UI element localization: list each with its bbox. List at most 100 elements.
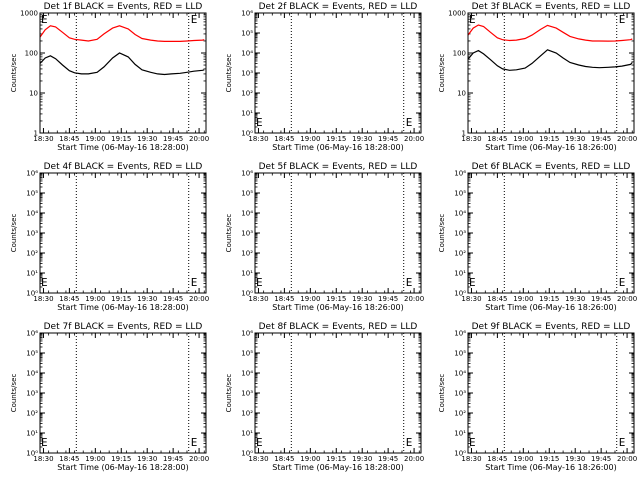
y-tick-label: 10³ bbox=[26, 230, 38, 238]
chart-title: Det 6f BLACK = Events, RED = LLD bbox=[472, 162, 631, 172]
event-marker: E bbox=[191, 13, 198, 26]
x-tick-label: 19:15 bbox=[539, 135, 559, 143]
x-tick-label: 18:30 bbox=[461, 135, 481, 143]
x-tick-label: 19:00 bbox=[513, 295, 533, 303]
x-tick-label: 18:45 bbox=[59, 135, 79, 143]
plot-frame bbox=[39, 332, 207, 454]
chart-title: Det 2f BLACK = Events, RED = LLD bbox=[259, 2, 418, 12]
x-tick-label: 19:00 bbox=[300, 295, 320, 303]
x-tick-label: 18:45 bbox=[59, 295, 79, 303]
x-tick-label: 19:15 bbox=[539, 455, 559, 463]
x-tick-label: 20:00 bbox=[617, 135, 637, 143]
y-axis-label: Counts/sec bbox=[10, 214, 18, 253]
plot-frame bbox=[254, 332, 422, 454]
y-tick-label: 10⁵ bbox=[241, 30, 253, 38]
x-tick-label: 20:00 bbox=[189, 135, 209, 143]
event-marker: E bbox=[41, 436, 48, 449]
plot-frame bbox=[467, 172, 635, 294]
y-tick-label: 10² bbox=[26, 250, 38, 258]
plot-frame bbox=[254, 12, 422, 134]
x-tick-label: 18:30 bbox=[33, 135, 53, 143]
y-tick-label: 10⁰ bbox=[241, 130, 253, 138]
series-line-2 bbox=[467, 49, 633, 71]
x-tick-label: 20:00 bbox=[404, 135, 424, 143]
chart-panel-4: Det 4f BLACK = Events, RED = LLD 10⁰ 10¹ 10… bbox=[10, 162, 209, 312]
chart-title: Det 3f BLACK = Events, RED = LLD bbox=[472, 2, 631, 12]
x-axis-label: Start Time (06-May-16 18:26:00) bbox=[485, 143, 616, 152]
y-tick-label: 10¹ bbox=[454, 430, 466, 438]
event-marker: E bbox=[406, 116, 413, 129]
x-tick-label: 19:45 bbox=[591, 455, 611, 463]
y-axis-label: Counts/sec bbox=[438, 54, 446, 93]
x-tick-label: 18:45 bbox=[59, 455, 79, 463]
x-axis-label: Start Time (06-May-16 18:28:00) bbox=[272, 143, 403, 152]
chart-panel-3: Det 3f BLACK = Events, RED = LLD 1 10 100 10… bbox=[438, 2, 637, 152]
y-tick-label: 10⁵ bbox=[454, 190, 466, 198]
x-axis-label: Start Time (06-May-16 18:26:00) bbox=[272, 303, 403, 312]
y-axis-label: Counts/sec bbox=[438, 214, 446, 253]
x-tick-label: 19:30 bbox=[137, 295, 157, 303]
x-tick-label: 19:15 bbox=[111, 135, 131, 143]
plot-frame bbox=[467, 12, 635, 134]
x-tick-label: 18:45 bbox=[487, 135, 507, 143]
y-tick-label: 1 bbox=[462, 130, 466, 138]
y-tick-label: 10⁶ bbox=[241, 170, 253, 178]
y-tick-label: 10² bbox=[241, 250, 253, 258]
y-tick-label: 10⁶ bbox=[26, 330, 38, 338]
plot-frame bbox=[39, 172, 207, 294]
x-tick-label: 18:45 bbox=[487, 295, 507, 303]
y-tick-label: 100 bbox=[25, 50, 38, 58]
y-axis-label: Counts/sec bbox=[10, 374, 18, 413]
y-tick-label: 10² bbox=[26, 410, 38, 418]
x-tick-label: 20:00 bbox=[404, 455, 424, 463]
chart-title: Det 5f BLACK = Events, RED = LLD bbox=[259, 162, 418, 172]
x-tick-label: 18:45 bbox=[487, 455, 507, 463]
x-tick-label: 18:45 bbox=[274, 135, 294, 143]
y-tick-label: 10⁶ bbox=[241, 330, 253, 338]
x-tick-label: 19:45 bbox=[163, 135, 183, 143]
x-tick-label: 19:15 bbox=[111, 295, 131, 303]
x-axis-label: Start Time (06-May-16 18:28:00) bbox=[57, 143, 188, 152]
chart-panel-7: Det 7f BLACK = Events, RED = LLD 10⁰ 10¹ 10… bbox=[10, 322, 209, 472]
event-marker: E bbox=[191, 276, 198, 289]
y-tick-label: 10² bbox=[241, 410, 253, 418]
y-tick-label: 10⁰ bbox=[454, 290, 466, 298]
y-tick-label: 10⁵ bbox=[241, 350, 253, 358]
x-axis-label: Start Time (06-May-16 18:26:00) bbox=[485, 463, 616, 472]
x-tick-label: 18:30 bbox=[248, 455, 268, 463]
x-tick-label: 19:00 bbox=[513, 135, 533, 143]
series-line-2 bbox=[39, 52, 205, 76]
event-marker: E bbox=[191, 436, 198, 449]
y-tick-label: 10⁴ bbox=[454, 370, 466, 378]
x-tick-label: 19:00 bbox=[85, 455, 105, 463]
plot-frame bbox=[467, 332, 635, 454]
x-tick-label: 19:15 bbox=[326, 135, 346, 143]
chart-title: Det 7f BLACK = Events, RED = LLD bbox=[44, 322, 203, 332]
chart-title: Det 1f BLACK = Events, RED = LLD bbox=[44, 2, 203, 12]
x-tick-label: 18:30 bbox=[33, 455, 53, 463]
y-tick-label: 10⁴ bbox=[241, 50, 253, 58]
y-tick-label: 10² bbox=[454, 410, 466, 418]
x-tick-label: 19:45 bbox=[591, 295, 611, 303]
y-tick-label: 10⁰ bbox=[241, 450, 253, 458]
event-marker: E bbox=[256, 436, 263, 449]
x-tick-label: 19:15 bbox=[326, 295, 346, 303]
x-tick-label: 19:45 bbox=[378, 135, 398, 143]
y-tick-label: 10² bbox=[454, 250, 466, 258]
y-tick-label: 10⁴ bbox=[26, 370, 38, 378]
x-tick-label: 18:30 bbox=[248, 295, 268, 303]
x-tick-label: 20:00 bbox=[617, 455, 637, 463]
y-tick-label: 10⁶ bbox=[454, 170, 466, 178]
y-tick-label: 10⁵ bbox=[454, 350, 466, 358]
x-tick-label: 19:00 bbox=[513, 455, 533, 463]
y-tick-label: 10⁵ bbox=[26, 350, 38, 358]
chart-title: Det 4f BLACK = Events, RED = LLD bbox=[44, 162, 203, 172]
y-tick-label: 10⁴ bbox=[241, 210, 253, 218]
y-tick-label: 10¹ bbox=[241, 110, 253, 118]
event-marker: E bbox=[256, 276, 263, 289]
x-axis-label: Start Time (06-May-16 18:28:00) bbox=[272, 463, 403, 472]
x-tick-label: 19:15 bbox=[539, 295, 559, 303]
y-tick-label: 10³ bbox=[241, 230, 253, 238]
y-axis-label: Counts/sec bbox=[438, 374, 446, 413]
